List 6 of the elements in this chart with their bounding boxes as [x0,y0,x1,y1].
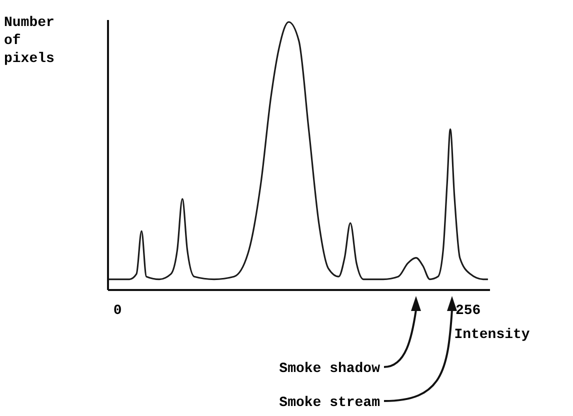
x-tick-label: 256 [455,303,481,319]
x-tick-label: 0 [113,303,122,319]
x-axis-title: Intensity [454,327,530,343]
y-axis-title: Number of pixels [4,15,54,67]
text: Smoke stream [279,395,380,411]
text: Smoke shadow [279,361,381,377]
